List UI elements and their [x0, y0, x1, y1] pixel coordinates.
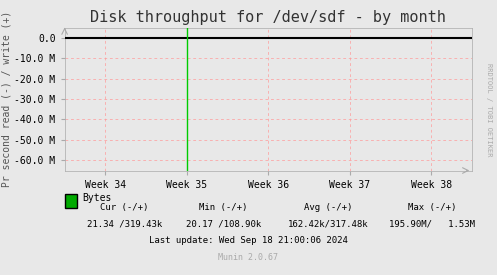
Text: Max (-/+): Max (-/+) [408, 204, 457, 212]
Text: 162.42k/317.48k: 162.42k/317.48k [288, 220, 368, 229]
Text: Cur (-/+): Cur (-/+) [100, 204, 149, 212]
Text: Last update: Wed Sep 18 21:00:06 2024: Last update: Wed Sep 18 21:00:06 2024 [149, 236, 348, 245]
Text: RRDTOOL / TOBI OETIKER: RRDTOOL / TOBI OETIKER [486, 63, 492, 157]
Text: 20.17 /108.90k: 20.17 /108.90k [186, 220, 261, 229]
Title: Disk throughput for /dev/sdf - by month: Disk throughput for /dev/sdf - by month [90, 10, 446, 25]
Text: Munin 2.0.67: Munin 2.0.67 [219, 253, 278, 262]
Text: 21.34 /319.43k: 21.34 /319.43k [86, 220, 162, 229]
Text: 195.90M/   1.53M: 195.90M/ 1.53M [389, 220, 476, 229]
Text: Bytes: Bytes [82, 193, 111, 203]
Text: Avg (-/+): Avg (-/+) [304, 204, 352, 212]
Y-axis label: Pr second read (-) / write (+): Pr second read (-) / write (+) [1, 11, 11, 187]
Text: Min (-/+): Min (-/+) [199, 204, 248, 212]
